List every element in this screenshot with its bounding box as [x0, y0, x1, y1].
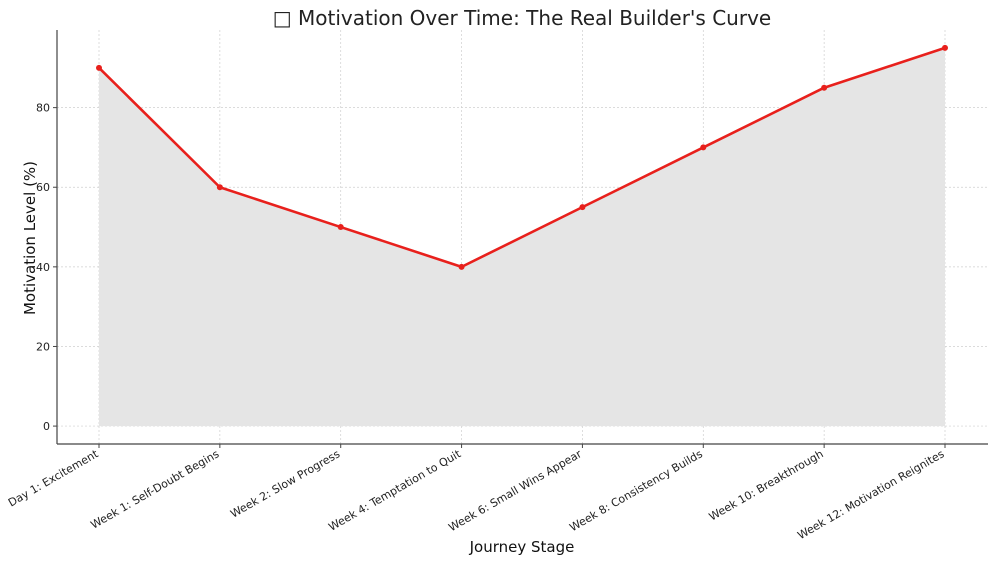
data-points [96, 44, 948, 270]
y-axis-title: Motivation Level (%) [21, 161, 39, 315]
chart-title: □ Motivation Over Time: The Real Builder… [273, 6, 771, 30]
data-point [337, 224, 344, 231]
x-axis-title: Journey Stage [469, 538, 575, 556]
y-tick-label: 40 [36, 261, 50, 274]
axes [56, 30, 988, 445]
x-tick-label: Week 8: Consistency Builds [567, 447, 705, 534]
x-tick-label: Day 1: Excitement [6, 447, 101, 509]
x-tick-label: Week 4: Temptation to Quit [326, 447, 463, 534]
data-point [700, 144, 707, 151]
area-fill [99, 47, 945, 427]
x-tick-label: Week 10: Breakthrough [707, 447, 826, 523]
data-point [821, 84, 828, 91]
data-point [216, 184, 223, 191]
x-tick-label: Week 2: Slow Progress [228, 447, 342, 520]
area-fill-layer [99, 47, 945, 427]
series-line-layer [98, 46, 946, 269]
x-tick-label: Week 1: Self-Doubt Begins [88, 447, 221, 531]
y-tick-label: 60 [36, 181, 50, 194]
y-tick-label: 0 [43, 420, 50, 433]
data-point [458, 263, 465, 270]
series-line [98, 46, 946, 269]
data-point [96, 64, 102, 71]
y-tick-label: 20 [36, 340, 50, 353]
y-tick-labels: 0 20 40 60 80 [36, 102, 57, 433]
x-tick-label: Week 6: Small Wins Appear [446, 447, 584, 534]
data-point [579, 204, 586, 211]
data-point [942, 44, 948, 51]
y-tick-label: 80 [36, 102, 50, 115]
